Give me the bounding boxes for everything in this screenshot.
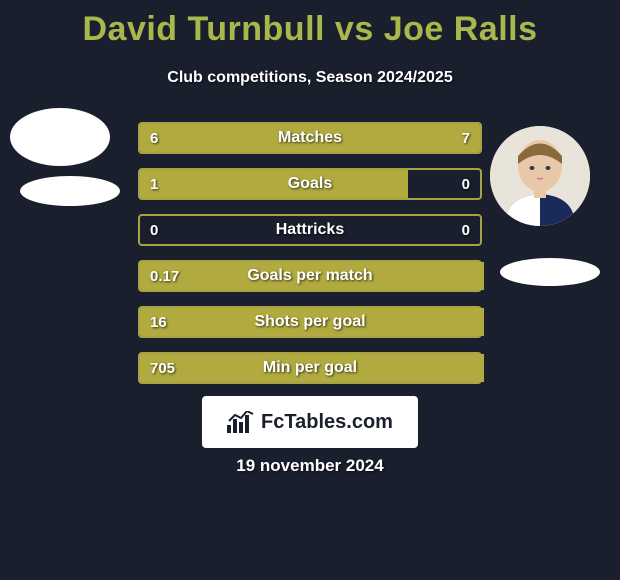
stat-row: Min per goal705 [138, 352, 482, 384]
stat-label: Min per goal [138, 352, 482, 384]
stat-label: Goals [138, 168, 482, 200]
brand-badge: FcTables.com [202, 396, 418, 448]
player1-avatar-shadow [20, 176, 120, 206]
stat-label: Matches [138, 122, 482, 154]
vs-text: vs [335, 10, 374, 48]
player1-name: David Turnbull [82, 10, 324, 48]
stat-value-left: 705 [150, 352, 175, 384]
comparison-title: David Turnbull vs Joe Ralls [0, 0, 620, 49]
stat-label: Goals per match [138, 260, 482, 292]
stat-value-right: 7 [462, 122, 470, 154]
stat-row: Hattricks0 0 [138, 214, 482, 246]
stat-row: Goals1 0 [138, 168, 482, 200]
date-text: 19 november 2024 [0, 456, 620, 476]
stat-value-right: 0 [462, 168, 470, 200]
player1-avatar-placeholder [10, 108, 110, 166]
player-face-icon [490, 126, 590, 226]
brand-text: FcTables.com [261, 411, 393, 434]
fctables-logo-icon [227, 411, 255, 433]
stat-value-left: 0.17 [150, 260, 179, 292]
stat-label: Hattricks [138, 214, 482, 246]
stat-row: Goals per match0.17 [138, 260, 482, 292]
stat-row: Matches6 7 [138, 122, 482, 154]
player2-avatar [490, 126, 590, 226]
stat-value-left: 0 [150, 214, 158, 246]
stat-value-left: 6 [150, 122, 158, 154]
player2-avatar-shadow [500, 258, 600, 286]
stat-label: Shots per goal [138, 306, 482, 338]
stat-row: Shots per goal16 [138, 306, 482, 338]
stat-value-right: 0 [462, 214, 470, 246]
stat-value-left: 1 [150, 168, 158, 200]
subtitle: Club competitions, Season 2024/2025 [0, 69, 620, 87]
stat-bars: Matches67Goals10Hattricks00Goals per mat… [138, 122, 482, 398]
player2-name: Joe Ralls [384, 10, 538, 48]
stat-value-left: 16 [150, 306, 167, 338]
